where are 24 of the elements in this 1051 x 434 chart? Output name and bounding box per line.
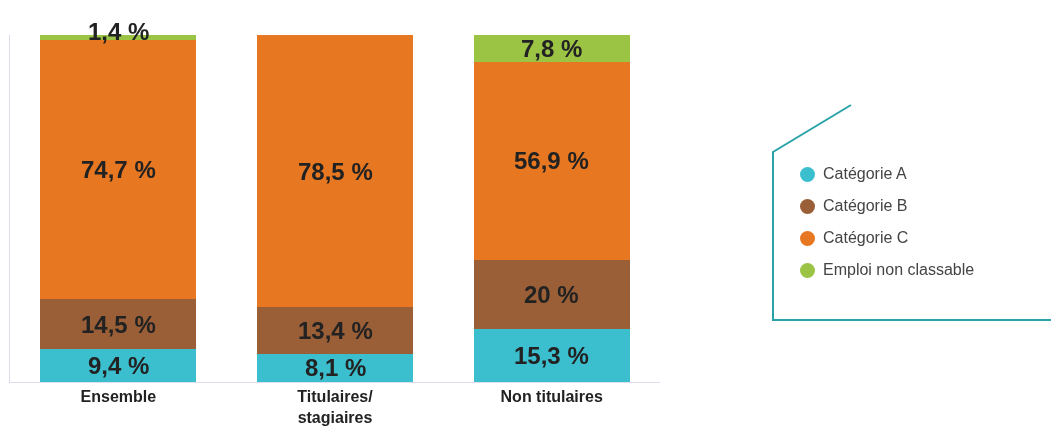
legend-label: Catégorie C — [823, 229, 909, 247]
bar — [473, 328, 630, 382]
data-label: 74,7 % — [81, 156, 156, 183]
x-tick-label: Titulaires/stagiaires — [297, 388, 374, 426]
data-label: 15,3 % — [514, 342, 589, 369]
legend-label: Catégorie A — [823, 165, 907, 183]
data-label: 20 % — [524, 281, 579, 308]
data-label: 13,4 % — [298, 317, 373, 344]
bar — [257, 35, 413, 308]
legend-label: Catégorie B — [823, 197, 908, 215]
data-label: 7,8 % — [521, 35, 583, 62]
bar — [257, 307, 413, 354]
bar — [40, 299, 197, 350]
x-tick-label: Ensemble — [80, 388, 157, 406]
legend-label: Emploi non classable — [823, 261, 975, 279]
bar — [473, 259, 630, 329]
bar — [40, 349, 197, 382]
x-tick-label: Non titulaires — [500, 388, 603, 406]
data-label: 56,9 % — [514, 147, 589, 174]
data-label: 9,4 % — [88, 352, 150, 379]
data-label: 78,5 % — [298, 158, 373, 185]
data-label: 8,1 % — [305, 354, 367, 381]
data-label: 14,5 % — [81, 311, 156, 338]
bar — [473, 62, 630, 260]
